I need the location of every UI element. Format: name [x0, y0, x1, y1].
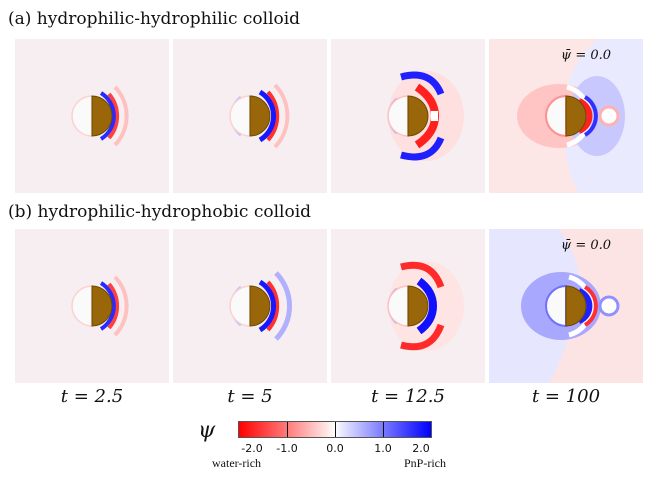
panel-a-t2p5 — [15, 39, 169, 193]
colorbar-tick-label: -1.0 — [276, 442, 298, 455]
panel-b-t12p5 — [331, 229, 485, 383]
colorbar-tick-label: -2.0 — [241, 442, 263, 455]
colorbar — [238, 421, 432, 438]
colorbar-tick-mark — [383, 422, 384, 437]
colorbar-tick-label: 0.0 — [326, 442, 344, 455]
panel-a-t100: ψ̄ = 0.0 — [489, 39, 643, 193]
colorbar-symbol: ψ — [198, 418, 216, 443]
panel-a-t5 — [173, 39, 327, 193]
row-b-title: (b) hydrophilic-hydrophobic colloid — [8, 202, 312, 222]
panel-b-t5 — [173, 229, 327, 383]
time-label-2: t = 5 — [227, 386, 273, 407]
time-label-1: t = 2.5 — [60, 386, 124, 407]
colorbar-tick-label: 1.0 — [374, 442, 392, 455]
psi-mean-annotation-a: ψ̄ = 0.0 — [561, 48, 612, 63]
psi-mean-annotation-b: ψ̄ = 0.0 — [561, 238, 612, 253]
colorbar-tick-mark — [287, 422, 288, 437]
panel-b-t100: ψ̄ = 0.0 — [489, 229, 643, 383]
colorbar-right-label: PnP-rich — [404, 456, 446, 470]
panel-a-t12p5 — [331, 39, 485, 193]
row-a-title: (a) hydrophilic-hydrophilic colloid — [8, 9, 301, 29]
panel-b-t2p5 — [15, 229, 169, 383]
colorbar-tick-mark — [335, 422, 336, 437]
colorbar-tick-label: 2.0 — [412, 442, 430, 455]
time-label-4: t = 100 — [531, 386, 601, 407]
time-label-3: t = 12.5 — [371, 386, 445, 407]
colorbar-left-label: water-rich — [212, 456, 262, 470]
